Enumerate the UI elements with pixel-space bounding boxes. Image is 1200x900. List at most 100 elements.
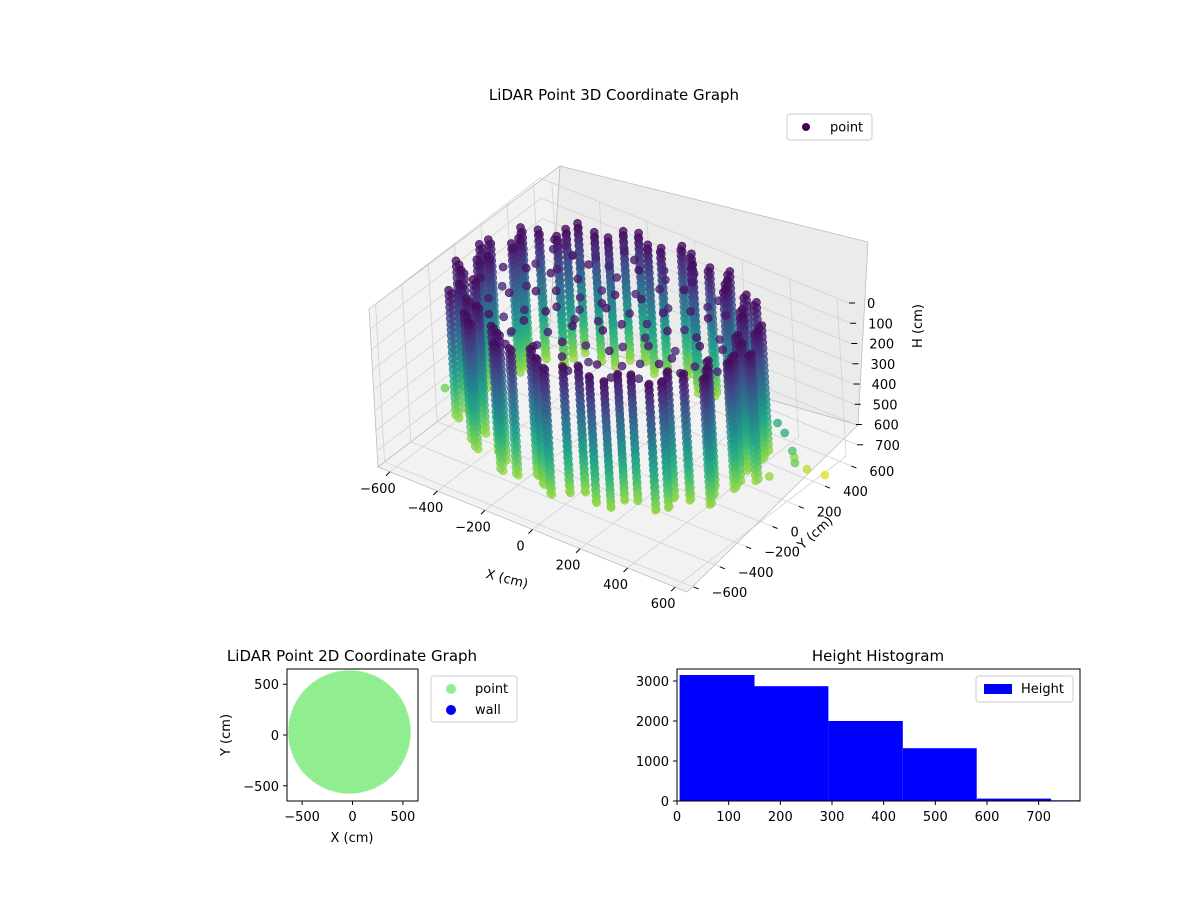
point-3d-846 [659, 266, 669, 276]
point-3d-2210 [584, 357, 593, 367]
point-3d-2067 [787, 446, 797, 456]
point-3d-1185 [551, 286, 561, 296]
point-3d-2065 [496, 464, 505, 473]
x-tick-mark-4 [575, 548, 581, 554]
legend-3d-frame [786, 113, 873, 141]
point-3d-2283 [690, 362, 700, 371]
y-tick-label-0: −600 [712, 586, 748, 601]
z-tick-label-5: 500 [873, 398, 898, 413]
y-axis-label: Y (cm) [794, 514, 836, 554]
point-3d-1969 [618, 342, 628, 352]
point-3d-534 [620, 246, 629, 256]
y-tick-mark-6 [851, 465, 857, 469]
point-3d-1917 [773, 418, 782, 428]
grid-z-0 [368, 177, 850, 310]
points-3d [440, 219, 830, 515]
point-3d-2066 [695, 341, 705, 351]
point-3d-2259 [753, 474, 763, 484]
point-3d-2449 [731, 482, 741, 492]
chart-3d: LiDAR Point 3D Coordinate Graph −600 −400… [360, 86, 926, 612]
point-3d-1770 [568, 321, 577, 331]
point-3d-1477 [499, 312, 509, 322]
point-3d-1330 [454, 413, 464, 423]
point-3d-2797 [686, 494, 696, 504]
legend-3d-label: point [830, 121, 863, 136]
ticks-3d: −600−400−2000200400600−600−400−200020040… [360, 297, 900, 612]
point-3d-1868 [692, 333, 701, 342]
x-tick-2d-label-0: −500 [284, 810, 320, 825]
point-3d-845 [552, 264, 562, 274]
point-3d-2016 [780, 428, 790, 438]
x-tick-label-5: 400 [603, 578, 628, 593]
point-3d-2186 [790, 458, 800, 468]
y-tick-label-2: −200 [764, 546, 800, 561]
grid-x-6 [674, 298, 847, 588]
z-tick-label-6: 600 [874, 419, 899, 434]
legend-3d-marker [802, 123, 810, 131]
z-tick-label-1: 100 [868, 317, 893, 332]
point-3d-1062 [573, 274, 583, 284]
point-3d-2212 [635, 359, 645, 369]
hist-bar-0 [679, 675, 755, 801]
z-tick-label-2: 200 [869, 338, 894, 353]
point-3d-3050 [651, 504, 661, 514]
point-3d-2068 [604, 346, 614, 356]
legend-2d-label-wall: wall [475, 703, 501, 718]
point-3d-2355 [713, 367, 722, 377]
point-3d-2357 [654, 359, 664, 369]
point-3d-1476 [520, 305, 529, 315]
hist-bar-2 [828, 721, 903, 801]
point-3d-1183 [631, 289, 641, 299]
point-3d-939 [584, 260, 594, 269]
x-tick-mark-3 [528, 529, 533, 534]
point-3d-844 [498, 262, 508, 272]
point-3d-2330 [617, 361, 627, 371]
z-tick-label-4: 400 [872, 378, 897, 393]
point-3d-558 [591, 252, 601, 262]
point-3d-724 [531, 259, 541, 268]
point-3d-1013 [546, 268, 556, 278]
point-3d-1967 [759, 452, 769, 462]
point-3d-698 [568, 251, 577, 260]
x-tick-hist-label-0: 0 [673, 810, 681, 825]
point-3d-940 [521, 263, 531, 273]
legend-2d-marker-point [446, 684, 456, 694]
y-tick-label-5: 400 [843, 485, 868, 500]
point-3d-1136 [687, 277, 697, 287]
point-3d-2211 [667, 354, 677, 363]
y-tick-label-4: 200 [817, 505, 842, 520]
point-3d-1574 [658, 308, 668, 318]
point-3d-1061 [661, 275, 670, 285]
x-tick-label-1: −400 [408, 501, 444, 516]
point-3d-1944 [581, 341, 591, 350]
y-tick-mark-2 [746, 546, 752, 550]
point-3d-1674 [680, 325, 689, 335]
legend-2d-marker-wall [446, 705, 456, 715]
point-3d-2587 [546, 488, 555, 498]
point-3d-2162 [511, 468, 521, 478]
y-axis-label-2d: Y (cm) [219, 714, 234, 757]
point-3d-2017 [670, 346, 680, 356]
grid-z-1 [369, 197, 851, 330]
z-tick-label-0: 0 [867, 297, 875, 312]
y-tick-2d-label-0: 500 [254, 678, 279, 693]
x-tick-label-2: −200 [455, 520, 491, 535]
z-tick-label-3: 300 [870, 358, 895, 373]
point-3d-774 [604, 261, 614, 271]
x-tick-mark-6 [670, 586, 676, 592]
point-3d-1820 [640, 333, 650, 343]
point-3d-255 [625, 356, 635, 365]
histogram-title: Height Histogram [812, 647, 944, 665]
x-tick-mark-5 [623, 567, 628, 573]
point-3d-582 [508, 244, 518, 254]
point-3d-749 [630, 255, 639, 265]
point-3d-1768 [617, 319, 626, 329]
point-3d-1573 [541, 306, 551, 316]
point-3d-1014 [612, 273, 622, 282]
point-3d-1767 [543, 327, 553, 337]
point-3d-1968 [557, 337, 567, 347]
x-tick-label-6: 600 [651, 597, 676, 612]
point-3d-1111 [522, 281, 531, 291]
x-tick-label-4: 200 [556, 559, 581, 574]
point-3d-2518 [580, 486, 590, 495]
